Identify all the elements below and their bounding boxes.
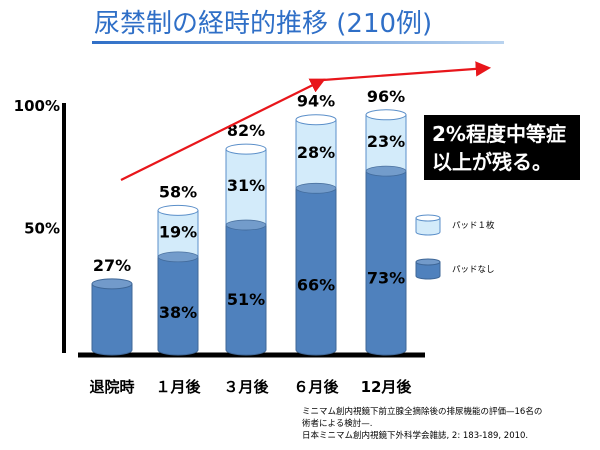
- note-line-1: 2%程度中等症: [432, 122, 566, 146]
- bar-no-pad: [91, 283, 133, 356]
- citation-line-1: ミニマム創内視鏡下前立腺全摘除後の排尿機能の評価—16名の: [302, 407, 543, 417]
- legend-swatch: [415, 261, 441, 280]
- trend-arrow: [120, 78, 326, 181]
- bar-no-pad: [365, 170, 407, 356]
- legend-item: パッドなし: [415, 258, 495, 280]
- bar-group: 73% 23% 96% 12月後: [361, 87, 413, 396]
- no-pad-label: 66%: [297, 275, 335, 294]
- bar-group: 38% 19% 58% １月後: [155, 182, 201, 396]
- category-label: 退院時: [89, 378, 134, 396]
- y-tick-label: 50%: [24, 220, 60, 238]
- note-box: 2%程度中等症 以上が残る。: [424, 115, 580, 180]
- y-tick-label: 100%: [14, 97, 60, 115]
- bar-group: 27% 退院時: [89, 256, 134, 396]
- category-label: ３月後: [223, 378, 269, 396]
- citation-line-3: 日本ミニマム創内視鏡下外科学会雑誌, 2: 183-189, 2010.: [302, 431, 529, 441]
- legend-item: パッド１枚: [415, 214, 495, 236]
- total-label: 82%: [227, 121, 265, 140]
- bar-group: 51% 31% 82% ３月後: [223, 121, 269, 396]
- bar-group: 66% 28% 94% ６月後: [293, 92, 339, 396]
- bar-divider: [365, 165, 407, 177]
- bar-no-pad: [225, 224, 267, 356]
- total-label: 94%: [297, 92, 335, 111]
- bar-top-cap: [225, 143, 267, 155]
- one-pad-label: 19%: [159, 223, 197, 242]
- citation: ミニマム創内視鏡下前立腺全摘除後の排尿機能の評価—16名の 術者による検討—. …: [302, 406, 598, 442]
- total-label: 58%: [159, 182, 197, 201]
- total-label: 96%: [367, 87, 405, 106]
- page-title: 尿禁制の経時的推移 (210例): [94, 9, 433, 39]
- bar-divider: [157, 251, 199, 263]
- bar-no-pad: [295, 187, 337, 356]
- note-line-2: 以上が残る。: [432, 150, 552, 174]
- bar-divider: [225, 219, 267, 231]
- legend-swatch: [415, 217, 441, 236]
- no-pad-label: 51%: [227, 290, 265, 309]
- no-pad-label: 73%: [367, 268, 405, 287]
- one-pad-label: 31%: [227, 176, 265, 195]
- category-label: ６月後: [293, 378, 339, 396]
- bar-divider: [295, 182, 337, 194]
- title-underline: [92, 41, 504, 44]
- citation-line-2: 術者による検討—.: [302, 419, 373, 429]
- legend-swatch-cap: [415, 214, 441, 222]
- no-pad-label: 38%: [159, 303, 197, 322]
- legend-label: パッドなし: [452, 265, 495, 275]
- category-label: １月後: [155, 378, 201, 396]
- bar-top-cap: [295, 114, 337, 126]
- bar-top-cap: [365, 109, 407, 121]
- category-label: 12月後: [361, 378, 413, 396]
- legend-swatch-cap: [415, 258, 441, 266]
- bar-top-cap: [157, 204, 199, 216]
- legend-label: パッド１枚: [452, 220, 495, 231]
- trend-arrow: [322, 61, 492, 82]
- total-label: 27%: [93, 256, 131, 275]
- one-pad-label: 28%: [297, 143, 335, 162]
- bar-top-cap: [91, 278, 133, 290]
- bar-no-pad: [157, 256, 199, 356]
- one-pad-label: 23%: [367, 132, 405, 151]
